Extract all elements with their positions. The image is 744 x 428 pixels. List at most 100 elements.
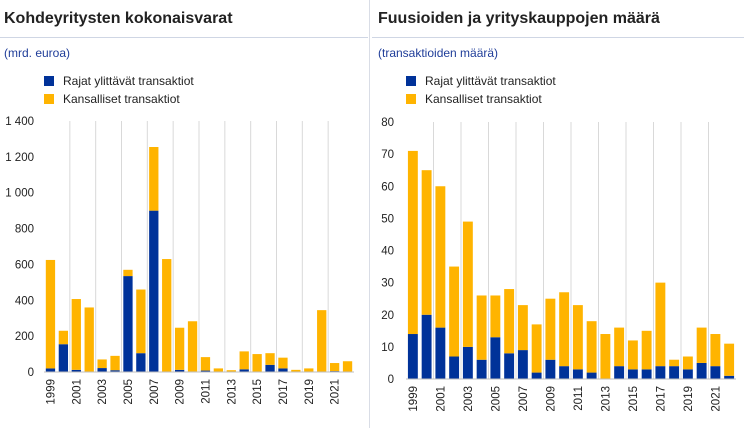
bar-domestic [504,289,515,354]
bar-cross-border [490,337,501,379]
right-chart-title: Fuusioiden ja yrityskauppojen määrä [378,10,660,27]
bar-cross-border [149,210,159,372]
bar-cross-border [200,370,211,372]
y-tick-label: 60 [381,181,394,193]
left-chart-title: Kohdeyritysten kokonaisvarat [4,10,233,27]
bar-cross-border [136,353,146,372]
bar-domestic [586,321,597,373]
bar-cross-border [655,366,666,379]
x-tick-label: 2003 [463,386,475,412]
bar-domestic [462,221,473,347]
x-tick-label: 2007 [149,379,161,405]
y-tick-label: 0 [388,374,394,386]
right-title-rule [372,37,744,38]
bar-cross-border [278,368,288,372]
bar-cross-border [504,353,515,379]
bar-domestic [317,310,327,372]
bar-domestic [517,305,528,351]
bar-domestic [600,334,611,379]
bar-cross-border [614,366,625,379]
y-tick-label: 1 400 [5,116,34,128]
y-tick-label: 70 [381,149,394,161]
bar-domestic [329,363,340,372]
legend-label-domestic: Kansalliset transaktiot [63,92,180,106]
x-tick-label: 2011 [573,386,585,411]
bar-domestic [724,343,735,376]
bar-domestic [252,354,262,372]
bar-domestic [213,368,224,372]
y-tick-label: 800 [15,224,34,236]
bar-domestic [682,356,693,370]
bar-domestic [304,368,314,372]
bar-domestic [641,330,652,370]
bar-domestic [123,269,133,277]
legend-label-cross-border: Rajat ylittävät transaktiot [425,74,556,88]
x-tick-label: 2009 [175,379,187,405]
bar-domestic [71,299,81,370]
y-tick-label: 200 [15,331,34,343]
bar-domestic [239,351,249,370]
bar-domestic [58,330,69,345]
y-tick-label: 1 000 [5,188,34,200]
bar-cross-border [669,366,680,379]
x-tick-label: 2015 [628,386,640,412]
bar-cross-border [449,356,460,379]
bar-domestic [162,259,172,372]
legend-item-cross-border: Rajat ylittävät transaktiot [44,72,194,90]
legend-label-domestic: Kansalliset transaktiot [425,92,542,106]
bar-domestic [342,361,353,372]
bar-cross-border [123,276,133,372]
bar-domestic [291,369,301,372]
bar-cross-border [58,344,69,372]
left-title-rule [0,37,368,38]
bar-cross-border [421,314,432,379]
bar-domestic [226,370,236,372]
bar-domestic [490,295,501,338]
bar-domestic [614,327,625,367]
bar-domestic [136,289,146,354]
bar-cross-border [710,366,721,379]
bar-cross-border [174,369,185,372]
bar-domestic [174,327,185,370]
bar-cross-border [545,359,556,379]
bar-domestic [187,321,198,372]
bar-cross-border [641,369,652,379]
x-tick-label: 2005 [123,379,135,405]
legend-item-domestic: Kansalliset transaktiot [406,90,556,108]
x-tick-label: 2019 [304,379,316,405]
bar-domestic [710,334,721,367]
x-tick-label: 2015 [252,379,264,405]
x-tick-label: 2017 [278,379,290,405]
x-tick-label: 2001 [435,386,447,412]
left-legend: Rajat ylittävät transaktiot Kansalliset … [44,72,194,108]
bar-cross-border [682,369,693,379]
bar-cross-border [559,366,570,379]
y-tick-label: 0 [28,367,34,379]
bar-cross-border [110,370,120,372]
bar-cross-border [572,369,583,379]
bar-cross-border [586,372,597,379]
y-tick-label: 1 200 [5,152,34,164]
legend-swatch-domestic [44,94,54,104]
bar-domestic [627,340,638,370]
bar-domestic [278,357,288,369]
y-tick-label: 30 [381,278,394,290]
bar-domestic [572,305,583,370]
right-chart-subtitle: (transaktioiden määrä) [378,46,499,60]
bar-domestic [149,147,159,211]
left-bar-chart: 0 200 400 600 800 1 000 1 200 1 400 1999 2001 2003… [5,116,354,405]
x-tick-label: 2005 [490,386,502,412]
x-tick-label: 1999 [408,386,420,412]
bar-cross-border [435,327,446,379]
bar-domestic [669,359,680,367]
bar-domestic [476,295,487,360]
y-tick-label: 600 [15,259,34,271]
x-tick-label: 2009 [545,386,557,412]
legend-item-domestic: Kansalliset transaktiot [44,90,194,108]
x-tick-label: 2013 [600,386,612,412]
right-legend: Rajat ylittävät transaktiot Kansalliset … [406,72,556,108]
x-tick-label: 2011 [200,379,212,404]
bar-domestic [531,324,542,373]
right-bar-chart: 0 10 20 30 40 50 60 70 80 1999 2001 2003 2005 2007 200… [381,117,736,412]
bar-domestic [655,282,666,367]
